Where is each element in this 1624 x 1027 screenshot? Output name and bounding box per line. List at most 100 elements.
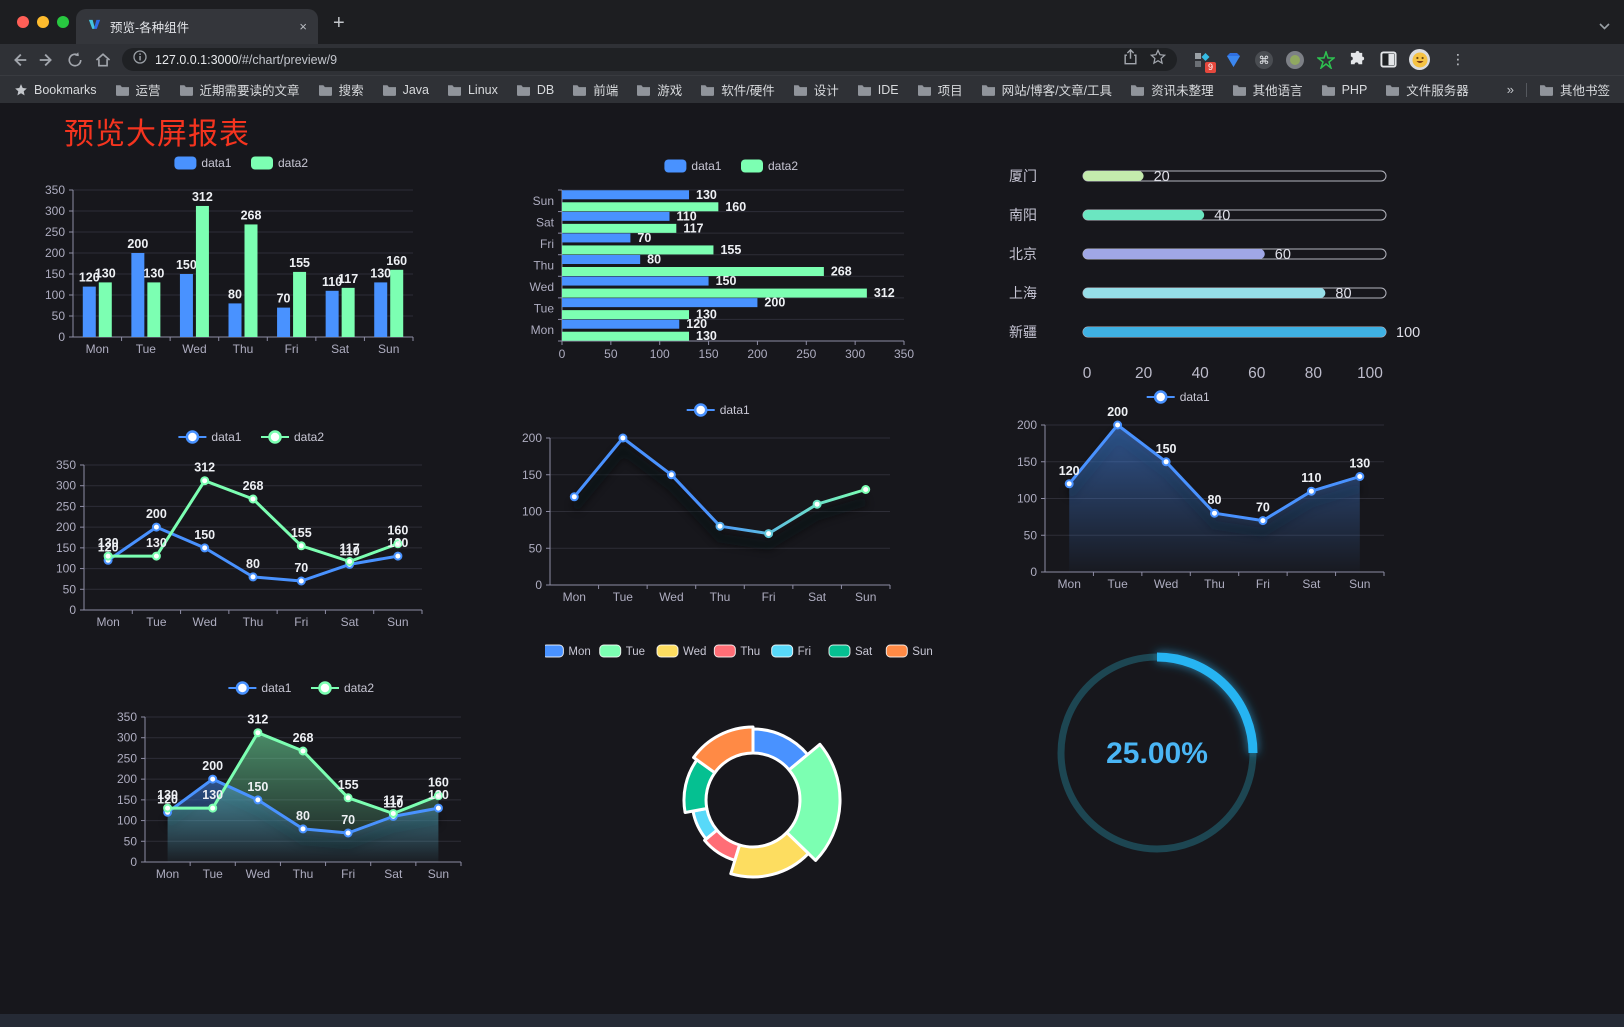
bookmark-star-icon[interactable] xyxy=(1149,48,1167,70)
svg-text:80: 80 xyxy=(1335,286,1351,302)
svg-text:60: 60 xyxy=(1248,365,1266,382)
svg-text:Sun: Sun xyxy=(428,867,449,881)
minimize-window-button[interactable] xyxy=(37,16,49,28)
svg-text:Tue: Tue xyxy=(613,590,634,604)
chevron-down-icon[interactable] xyxy=(1599,17,1610,35)
tab-close-icon[interactable]: × xyxy=(299,19,307,34)
folder-icon xyxy=(981,84,995,96)
svg-text:data2: data2 xyxy=(278,156,308,170)
svg-text:0: 0 xyxy=(1083,365,1092,382)
multi-line-chart[interactable]: 0 50 100 150 200 250 300 350 Mon Tue Wed Thu Fri Sat S… xyxy=(40,425,432,637)
area-line-chart[interactable]: 0 50 100 150 200 Mon Tue Wed Thu Fri Sat Sun 120 200 1… xyxy=(975,388,1405,598)
browser-tab[interactable]: 预览-各种组件 × xyxy=(76,9,318,44)
bookmarks-overflow-chevron[interactable]: » xyxy=(1506,82,1514,97)
svg-text:Mon: Mon xyxy=(156,867,179,881)
bookmark-folder[interactable]: IDE xyxy=(857,80,899,99)
maximize-window-button[interactable] xyxy=(57,16,69,28)
folder-icon xyxy=(516,84,530,96)
extension-gem-icon[interactable] xyxy=(1223,50,1243,70)
svg-text:130: 130 xyxy=(202,788,223,802)
svg-text:100: 100 xyxy=(117,814,137,828)
bookmark-folder[interactable]: 其他语言 xyxy=(1232,80,1303,99)
url-text[interactable]: 127.0.0.1:3000/#/chart/preview/9 xyxy=(155,53,1115,67)
svg-text:200: 200 xyxy=(202,759,223,773)
bookmark-folder[interactable]: 近期需要读的文章 xyxy=(179,80,300,99)
svg-text:350: 350 xyxy=(45,183,65,197)
other-bookmarks[interactable]: 其他书签 xyxy=(1539,80,1610,99)
svg-text:110: 110 xyxy=(1301,471,1321,485)
bookmarks-root[interactable]: Bookmarks xyxy=(14,83,97,97)
back-button[interactable] xyxy=(6,47,31,72)
browser-menu-icon[interactable]: ⋮ xyxy=(1451,51,1465,67)
bookmark-folder[interactable]: 网站/博客/文章/工具 xyxy=(981,80,1112,99)
folder-icon xyxy=(1321,84,1335,96)
svg-text:150: 150 xyxy=(522,468,542,482)
tab-favicon-icon xyxy=(87,17,102,37)
svg-text:Wed: Wed xyxy=(530,280,554,294)
svg-text:Wed: Wed xyxy=(192,615,216,629)
svg-text:200: 200 xyxy=(764,296,785,310)
forward-button[interactable] xyxy=(34,47,59,72)
browser-toolbar: 127.0.0.1:3000/#/chart/preview/9 9 ⌘ xyxy=(0,44,1624,75)
horizontal-bar-chart[interactable]: Sun Sat Fri Thu Wed Tue Mon 0 50 100 150 200 250 300 3… xyxy=(505,152,945,366)
home-button[interactable] xyxy=(90,47,115,72)
svg-text:Thu: Thu xyxy=(740,646,760,658)
progress-ring-chart[interactable]: 25.00% xyxy=(1040,633,1280,873)
window-controls xyxy=(17,16,69,28)
svg-text:110: 110 xyxy=(676,209,696,223)
svg-text:80: 80 xyxy=(1305,365,1323,382)
new-tab-button[interactable]: + xyxy=(333,12,345,34)
share-icon[interactable] xyxy=(1123,48,1138,70)
svg-text:150: 150 xyxy=(1017,455,1037,469)
progress-bar-list[interactable]: 厦门 20 南阳 40 北京 60 上海 80 新疆 100 0 20 40 60 80 100 xyxy=(985,152,1420,392)
gradient-line-chart[interactable]: 0 50 100 150 200 Mon Tue Wed Thu Fri Sat Sun data1 xyxy=(505,398,900,610)
svg-text:100: 100 xyxy=(1396,325,1420,341)
extensions-puzzle-icon[interactable] xyxy=(1347,50,1367,70)
extension-blocks-icon[interactable]: 9 xyxy=(1192,50,1216,73)
extension-dot-icon[interactable] xyxy=(1285,50,1305,70)
bookmark-folder[interactable]: Java xyxy=(382,80,429,99)
svg-text:350: 350 xyxy=(56,458,76,472)
svg-text:130: 130 xyxy=(428,788,449,802)
reading-mode-icon[interactable] xyxy=(1378,50,1398,70)
bookmark-folder[interactable]: DB xyxy=(516,80,554,99)
bookmark-folder[interactable]: 文件服务器 xyxy=(1385,80,1469,99)
url-bar[interactable]: 127.0.0.1:3000/#/chart/preview/9 xyxy=(122,48,1177,71)
bookmark-folder[interactable]: 前端 xyxy=(572,80,618,99)
svg-text:Fri: Fri xyxy=(1256,577,1270,591)
reload-button[interactable] xyxy=(62,47,87,72)
bookmarks-divider xyxy=(1525,82,1527,97)
close-window-button[interactable] xyxy=(17,16,29,28)
svg-text:70: 70 xyxy=(277,292,291,306)
svg-text:data2: data2 xyxy=(344,681,374,695)
svg-text:Wed: Wed xyxy=(683,646,706,658)
svg-text:200: 200 xyxy=(146,507,167,521)
svg-text:0: 0 xyxy=(130,855,137,869)
tab-title: 预览-各种组件 xyxy=(110,21,190,35)
site-info-icon[interactable] xyxy=(133,50,147,69)
bookmark-folder[interactable]: PHP xyxy=(1321,80,1367,99)
bookmark-folder[interactable]: 搜索 xyxy=(318,80,364,99)
extension-star-icon[interactable] xyxy=(1316,50,1336,70)
double-area-line-chart[interactable]: 0 50 100 150 200 250 300 350 Mon Tue Wed Thu Fri Sat S… xyxy=(103,676,483,888)
folder-icon xyxy=(573,84,587,96)
svg-text:300: 300 xyxy=(117,731,137,745)
bookmark-folder[interactable]: 游戏 xyxy=(636,80,682,99)
bookmark-folder[interactable]: 软件/硬件 xyxy=(700,80,775,99)
grouped-bar-chart[interactable]: 0 50 100 150 200 250 300 350 Mon Tue Wed Thu Fri Sat S… xyxy=(38,150,423,364)
profile-avatar[interactable] xyxy=(1409,49,1430,70)
svg-text:data1: data1 xyxy=(261,681,291,695)
rose-donut-chart[interactable]: Mon Tue Wed Thu Fri Sat Sun xyxy=(541,638,945,896)
svg-text:150: 150 xyxy=(699,347,719,361)
bookmark-folder[interactable]: 资讯未整理 xyxy=(1130,80,1214,99)
bookmark-folder[interactable]: 项目 xyxy=(917,80,963,99)
bookmarks-folders: 运营 近期需要读的文章 搜索 Java Linux DB 前端 游戏 软件/硬件 设计 IDE 项目网… xyxy=(115,80,1489,99)
bookmark-folder[interactable]: Linux xyxy=(447,80,498,99)
svg-text:0: 0 xyxy=(69,603,76,617)
bookmark-folder[interactable]: 运营 xyxy=(115,80,161,99)
svg-text:Mon: Mon xyxy=(1058,577,1081,591)
svg-text:155: 155 xyxy=(291,526,312,540)
extension-command-icon[interactable]: ⌘ xyxy=(1254,50,1274,70)
svg-text:40: 40 xyxy=(1214,208,1230,224)
bookmark-folder[interactable]: 设计 xyxy=(793,80,839,99)
